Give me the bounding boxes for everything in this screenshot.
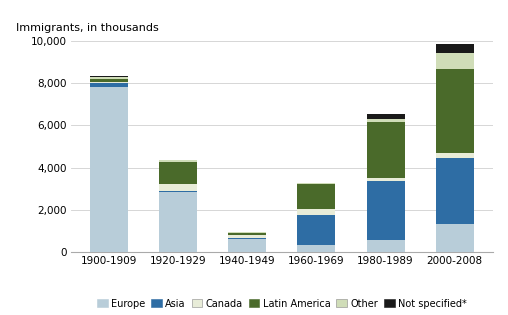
Bar — [160, 191, 197, 192]
Bar — [90, 83, 129, 87]
Bar — [160, 192, 197, 252]
Bar — [435, 153, 473, 158]
Bar — [298, 245, 335, 252]
Text: Immigrants, in thousands: Immigrants, in thousands — [16, 22, 159, 32]
Bar — [367, 119, 404, 123]
Bar — [229, 233, 266, 235]
Bar — [298, 183, 335, 184]
Bar — [435, 44, 473, 53]
Bar — [90, 82, 129, 83]
Bar — [298, 209, 335, 215]
Bar — [90, 87, 129, 252]
Bar — [90, 77, 129, 78]
Bar — [90, 76, 129, 77]
Bar — [298, 215, 335, 245]
Bar — [435, 69, 473, 153]
Bar — [367, 181, 404, 240]
Bar — [367, 178, 404, 181]
Bar — [367, 240, 404, 252]
Bar — [229, 239, 266, 252]
Bar — [435, 158, 473, 224]
Legend: Europe, Asia, Canada, Latin America, Other, Not specified*: Europe, Asia, Canada, Latin America, Oth… — [93, 295, 471, 312]
Bar — [90, 78, 129, 82]
Bar — [229, 238, 266, 239]
Bar — [160, 184, 197, 191]
Bar — [435, 53, 473, 69]
Bar — [160, 162, 197, 184]
Bar — [160, 160, 197, 162]
Bar — [367, 114, 404, 119]
Bar — [298, 184, 335, 209]
Bar — [229, 232, 266, 233]
Bar — [435, 224, 473, 252]
Bar — [229, 235, 266, 238]
Bar — [367, 123, 404, 178]
